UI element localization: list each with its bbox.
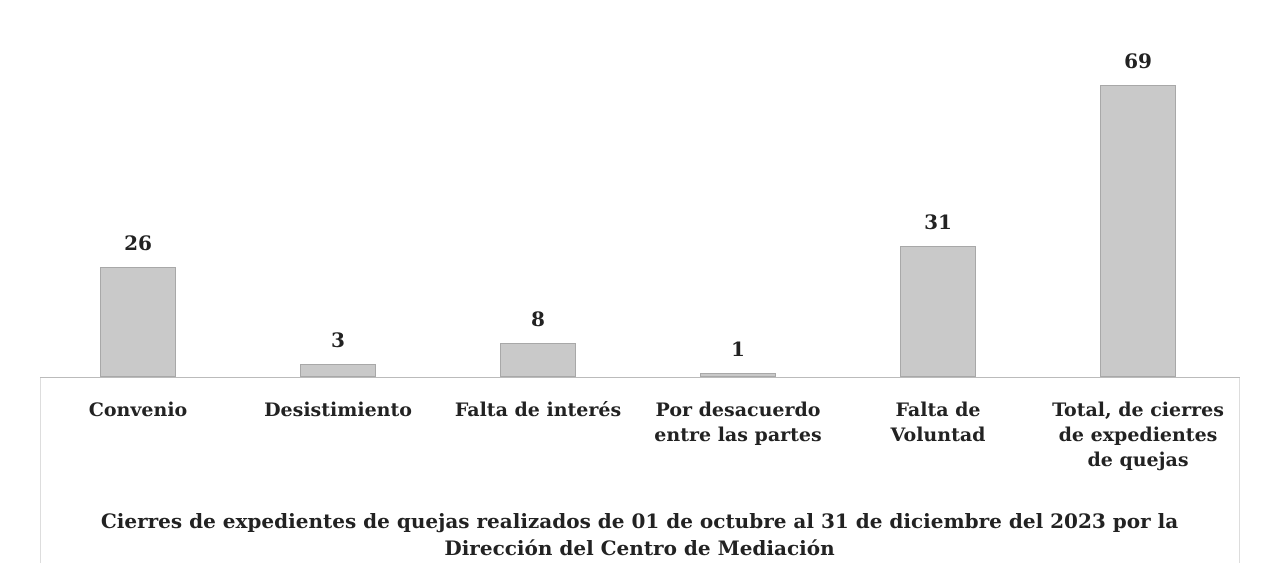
- x-tick-label: Desistimiento: [264, 399, 412, 421]
- value-label: 3: [331, 328, 345, 353]
- x-tick-label: Por desacuerdo entre las partes: [654, 399, 822, 446]
- x-tick-label: Falta de interés: [454, 399, 622, 421]
- bar: [300, 364, 376, 377]
- x-axis-line: [40, 377, 1240, 378]
- bar: [1100, 85, 1176, 377]
- plot-frame: [40, 377, 1240, 563]
- x-tick-label: Convenio: [88, 399, 188, 421]
- value-label: 69: [1124, 49, 1152, 73]
- x-tick-label: Total, de cierres de expedientes de quej…: [1052, 399, 1224, 471]
- value-label: 1: [731, 336, 745, 361]
- bar: [700, 372, 776, 377]
- value-label: 31: [924, 209, 952, 234]
- bar: [900, 245, 976, 377]
- x-tick-label: Falta de Voluntad: [890, 399, 986, 446]
- bar: [500, 343, 576, 377]
- bar: [100, 266, 176, 377]
- value-label: 26: [124, 230, 152, 255]
- chart-title: Cierres de expedientes de quejas realiza…: [100, 509, 1179, 560]
- value-label: 8: [531, 307, 545, 332]
